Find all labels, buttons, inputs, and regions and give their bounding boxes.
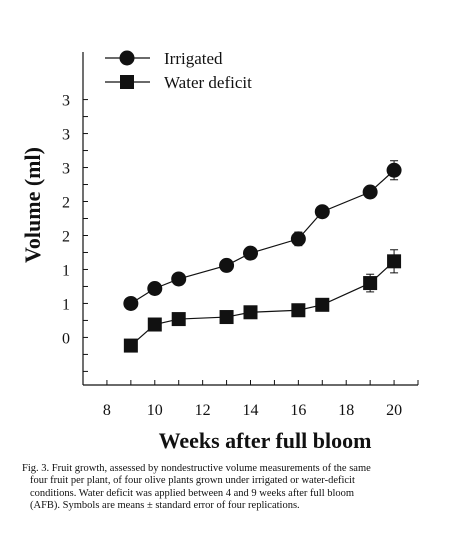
data-point — [314, 204, 330, 220]
series-irrigated — [123, 160, 402, 311]
legend-marker-circle — [119, 50, 135, 66]
y-axis-label: Volume (ml) — [20, 147, 45, 263]
caption-line: Fig. 3. Fruit growth, assessed by nondes… — [22, 463, 371, 474]
y-tick-label: 2 — [62, 228, 70, 245]
series-line — [130, 169, 395, 304]
x-tick-label: 18 — [338, 402, 354, 419]
data-point — [171, 312, 186, 327]
data-point — [123, 338, 138, 353]
x-tick-label: 14 — [243, 402, 259, 419]
series-layer — [123, 160, 402, 353]
x-axis-label: Weeks after full bloom — [159, 428, 372, 453]
data-point — [243, 245, 258, 261]
x-tick-label: 12 — [195, 402, 211, 419]
data-point — [290, 231, 306, 247]
data-point — [363, 276, 378, 291]
series-water-deficit — [123, 249, 402, 353]
legend-marker-square — [120, 75, 134, 89]
legend-label: Irrigated — [164, 49, 223, 68]
caption-line: (AFB). Symbols are means ± standard erro… — [30, 500, 300, 512]
x-tick-label: 16 — [290, 402, 306, 419]
data-point — [147, 280, 163, 296]
y-tick-label: 0 — [62, 330, 70, 347]
data-point — [386, 162, 402, 178]
legend: Irrigated Water deficit — [105, 49, 252, 92]
data-point — [387, 254, 402, 269]
data-point — [123, 295, 139, 311]
x-tick-label: 8 — [103, 402, 111, 419]
data-point — [219, 257, 235, 273]
y-tick-label: 2 — [62, 195, 70, 212]
y-tick-label: 3 — [62, 161, 70, 178]
y-tick-label: 1 — [62, 262, 70, 279]
data-point — [219, 310, 234, 325]
data-point — [315, 297, 330, 312]
data-point — [147, 317, 162, 332]
y-tick-label: 3 — [62, 93, 70, 110]
x-tick-label: 10 — [147, 402, 163, 419]
figure-caption: Fig. 3. Fruit growth, assessed by nondes… — [22, 463, 442, 513]
x-tick-label: 20 — [386, 402, 402, 419]
series-line — [130, 260, 395, 347]
data-point — [243, 305, 258, 320]
data-point — [171, 271, 187, 287]
y-tick-label: 3 — [62, 127, 70, 144]
data-point — [291, 303, 306, 318]
legend-label: Water deficit — [164, 73, 252, 92]
caption-line: four fruit per plant, of four olive plan… — [30, 475, 355, 487]
data-point — [362, 184, 378, 200]
y-tick-label: 1 — [62, 296, 70, 313]
caption-line: conditions. Water deficit was applied be… — [30, 487, 355, 499]
